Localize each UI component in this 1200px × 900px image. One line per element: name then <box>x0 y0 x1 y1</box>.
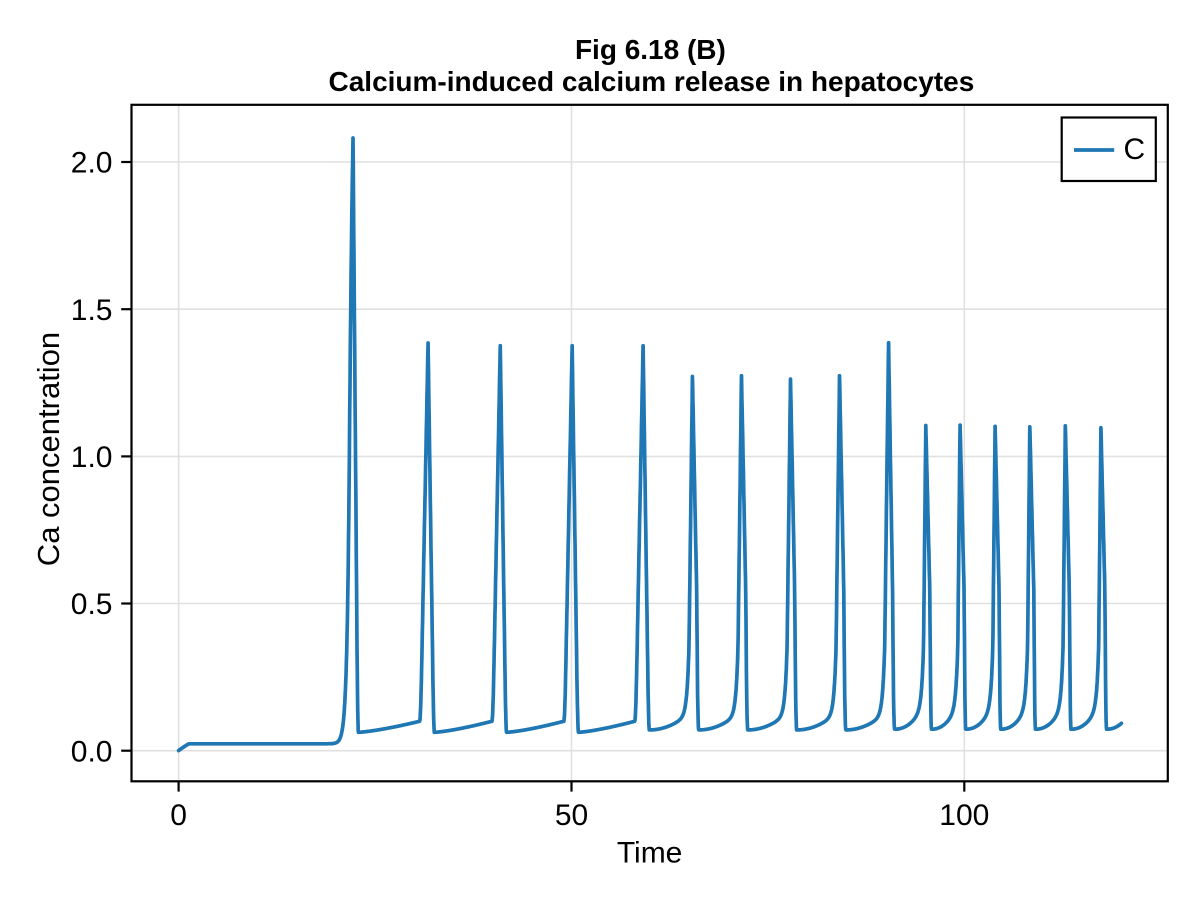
svg-text:2.0: 2.0 <box>71 147 113 180</box>
svg-text:0.0: 0.0 <box>71 735 113 768</box>
svg-text:0.5: 0.5 <box>71 588 113 621</box>
svg-text:50: 50 <box>555 799 588 832</box>
svg-text:C: C <box>1124 133 1146 166</box>
svg-text:0: 0 <box>170 799 187 832</box>
svg-text:Fig 6.18 (B): Fig 6.18 (B) <box>575 34 726 65</box>
svg-text:Calcium-induced calcium releas: Calcium-induced calcium release in hepat… <box>329 66 975 97</box>
svg-text:Ca concentration: Ca concentration <box>31 332 66 566</box>
svg-text:1.5: 1.5 <box>71 294 113 327</box>
svg-text:100: 100 <box>939 799 989 832</box>
svg-text:1.0: 1.0 <box>71 441 113 474</box>
svg-text:Time: Time <box>617 836 683 869</box>
